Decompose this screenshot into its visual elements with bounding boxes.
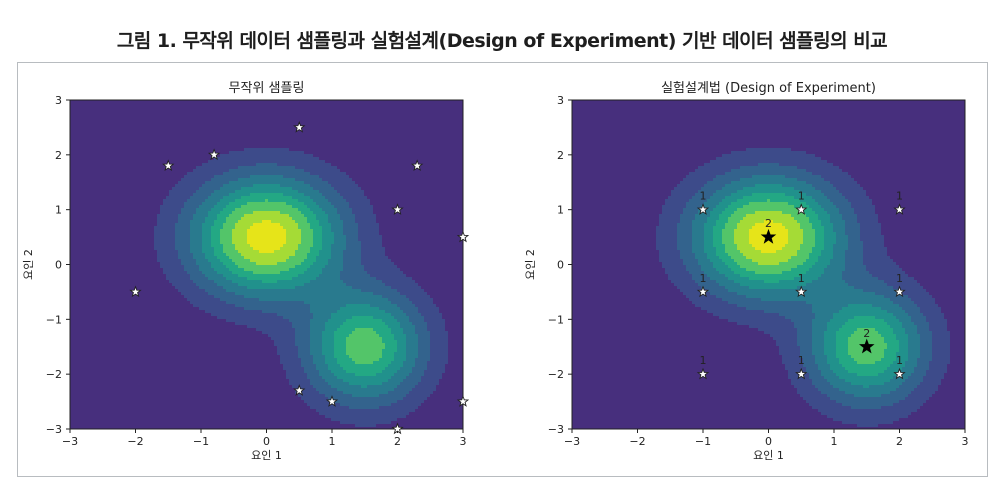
point-label: 1	[700, 272, 707, 285]
star-marker	[893, 203, 906, 215]
x-tick-label: 2	[394, 435, 401, 448]
x-tick-label: 0	[765, 435, 772, 448]
y-tick-label: −3	[548, 423, 564, 436]
figure-frame	[17, 62, 988, 477]
y-tick-label: −1	[548, 313, 564, 326]
star-marker	[795, 203, 808, 215]
x-tick-label: 2	[896, 435, 903, 448]
x-tick-label: −2	[127, 435, 143, 448]
point-label: 1	[798, 272, 805, 285]
y-tick-label: 1	[557, 204, 564, 217]
point-label: 1	[896, 190, 903, 203]
y-tick-label: 3	[557, 94, 564, 107]
y-tick-label: 2	[55, 149, 62, 162]
y-tick-label: 2	[557, 149, 564, 162]
y-tick-label: 3	[55, 94, 62, 107]
x-tick-label: 3	[962, 435, 969, 448]
star-marker	[858, 338, 875, 354]
star-marker	[795, 285, 808, 298]
x-tick-label: −3	[62, 435, 78, 448]
star-marker	[795, 367, 808, 380]
star-marker	[391, 203, 404, 215]
panel-title: 무작위 샘플링	[229, 81, 305, 96]
data-points: 1 1 1 2 1 1 1 2 1 1 1	[696, 190, 906, 380]
y-axis-label: 요인 2	[524, 249, 537, 280]
y-tick-label: 1	[55, 204, 62, 217]
point-label: 1	[896, 272, 903, 285]
star-marker	[893, 285, 906, 298]
data-points	[129, 120, 470, 435]
x-tick-label: 1	[329, 435, 336, 448]
point-label: 2	[765, 217, 772, 230]
star-marker	[456, 230, 470, 243]
x-tick-label: −1	[193, 435, 209, 448]
x-tick-label: −1	[695, 435, 711, 448]
point-label: 1	[896, 354, 903, 367]
point-label: 1	[700, 190, 707, 203]
contour-area	[70, 100, 463, 429]
x-tick-label: −3	[564, 435, 580, 448]
chart-panel-2: −3 −2 −1 0 1 2 3 −3 −2 −1 0 1 2 3 실험설계법 (Design of Exp…	[524, 81, 969, 462]
star-marker	[293, 120, 306, 133]
x-tick-label: 3	[460, 435, 467, 448]
contour-area	[572, 100, 965, 429]
point-label: 1	[798, 354, 805, 367]
star-marker	[129, 285, 142, 298]
star-marker	[293, 384, 306, 396]
figure-title: 그림 1. 무작위 데이터 샘플링과 실험설계(Design of Experi…	[0, 26, 1004, 53]
y-tick-label: 0	[557, 259, 564, 272]
x-tick-label: 1	[831, 435, 838, 448]
star-marker	[325, 395, 339, 407]
star-marker	[207, 148, 221, 161]
star-marker	[162, 159, 175, 172]
point-label: 1	[700, 354, 707, 367]
star-marker	[696, 367, 710, 380]
y-axis-label: 요인 2	[22, 249, 35, 280]
star-marker	[696, 203, 710, 215]
x-tick-label: −2	[629, 435, 645, 448]
panel-title: 실험설계법 (Design of Experiment)	[661, 81, 876, 96]
y-tick-label: −3	[46, 423, 62, 436]
x-axis-label: 요인 1	[753, 449, 784, 462]
star-marker	[391, 422, 404, 435]
y-tick-label: 0	[55, 259, 62, 272]
y-tick-label: −2	[46, 368, 62, 381]
star-marker	[456, 395, 470, 407]
point-label: 2	[863, 327, 870, 340]
star-marker	[760, 228, 777, 244]
y-tick-label: −1	[46, 313, 62, 326]
star-marker	[696, 285, 710, 298]
star-marker	[410, 159, 424, 172]
star-marker	[893, 367, 906, 380]
x-tick-label: 0	[263, 435, 270, 448]
x-axis-label: 요인 1	[251, 449, 282, 462]
y-tick-label: −2	[548, 368, 564, 381]
point-label: 1	[798, 190, 805, 203]
